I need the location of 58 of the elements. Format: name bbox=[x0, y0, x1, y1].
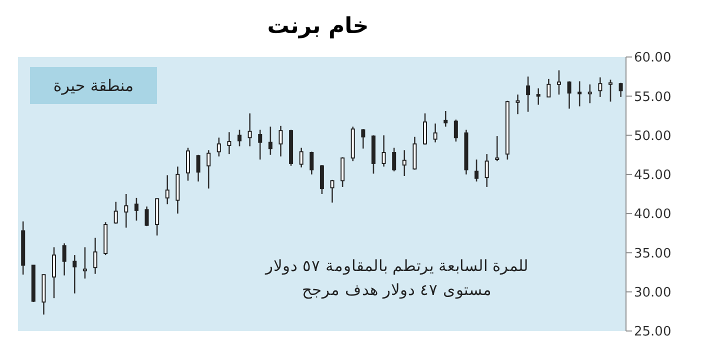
candlestick bbox=[474, 158, 479, 182]
candlestick bbox=[72, 254, 77, 294]
candlestick bbox=[227, 132, 232, 155]
candlestick bbox=[392, 147, 396, 172]
candlestick bbox=[114, 201, 118, 224]
candlestick bbox=[556, 70, 561, 96]
chart-title: خام برنت bbox=[266, 14, 370, 39]
candlestick bbox=[546, 78, 551, 98]
candlestick bbox=[216, 136, 221, 158]
candlestick bbox=[578, 80, 582, 107]
y-tick-label: 35.00 bbox=[634, 246, 672, 262]
candlestick bbox=[124, 193, 128, 228]
candlestick bbox=[516, 94, 520, 115]
candlestick bbox=[423, 112, 428, 146]
candlestick bbox=[330, 179, 334, 204]
candlestick bbox=[206, 150, 211, 190]
candlestick bbox=[402, 150, 406, 177]
candlestick bbox=[165, 174, 170, 205]
candlestick bbox=[320, 164, 324, 195]
candlestick bbox=[536, 88, 540, 106]
candlestick bbox=[62, 242, 66, 276]
candlestick bbox=[454, 118, 458, 142]
annotation: منطقة حيرة bbox=[30, 67, 157, 104]
candlestick bbox=[588, 84, 592, 104]
candlestick bbox=[278, 125, 283, 158]
y-tick-label: 55.00 bbox=[634, 90, 672, 105]
candlestick bbox=[186, 147, 190, 182]
candlestick bbox=[238, 129, 242, 147]
candlestick bbox=[268, 126, 272, 156]
candlestick bbox=[93, 237, 98, 274]
candlestick bbox=[248, 112, 252, 147]
candlestick bbox=[598, 76, 602, 98]
candlestick bbox=[608, 79, 612, 102]
y-tick-label: 45.00 bbox=[634, 168, 672, 184]
candlestick bbox=[340, 156, 345, 188]
candlestick bbox=[144, 206, 149, 227]
candlestick bbox=[299, 147, 304, 168]
candlestick bbox=[196, 154, 200, 182]
candlestick bbox=[361, 128, 366, 150]
candlestick bbox=[258, 129, 262, 160]
candlestick bbox=[433, 122, 438, 143]
candlestick bbox=[484, 153, 489, 188]
candlestick bbox=[444, 110, 448, 128]
candlestick bbox=[618, 82, 623, 98]
y-tick-label: 25.00 bbox=[634, 324, 672, 340]
y-tick-label: 40.00 bbox=[634, 207, 672, 222]
y-tick-label: 60.00 bbox=[634, 50, 672, 66]
y-tick-label: 30.00 bbox=[634, 285, 672, 300]
candlestick bbox=[495, 135, 500, 162]
candlestick bbox=[526, 76, 530, 112]
annotation: للمرة السابعة يرتطم بالمقاومة ٥٧ دولار مستوى ٤٧ دولار هدف مرجح bbox=[264, 256, 530, 301]
candlestick bbox=[567, 80, 572, 110]
candlestick bbox=[382, 134, 386, 168]
candlestick bbox=[82, 246, 87, 280]
y-tick-label: 50.00 bbox=[634, 128, 672, 144]
candlestick bbox=[310, 151, 314, 176]
candlestick bbox=[134, 197, 138, 222]
candlestick bbox=[52, 246, 56, 299]
